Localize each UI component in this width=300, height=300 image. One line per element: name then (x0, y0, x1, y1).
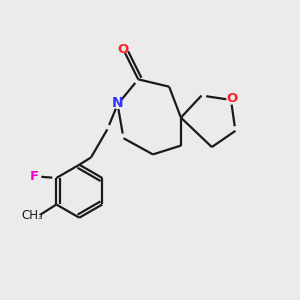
Text: O: O (117, 43, 128, 56)
Text: N: N (112, 96, 123, 110)
Text: F: F (30, 170, 39, 183)
Text: O: O (227, 92, 238, 105)
Text: CH₃: CH₃ (21, 209, 43, 222)
